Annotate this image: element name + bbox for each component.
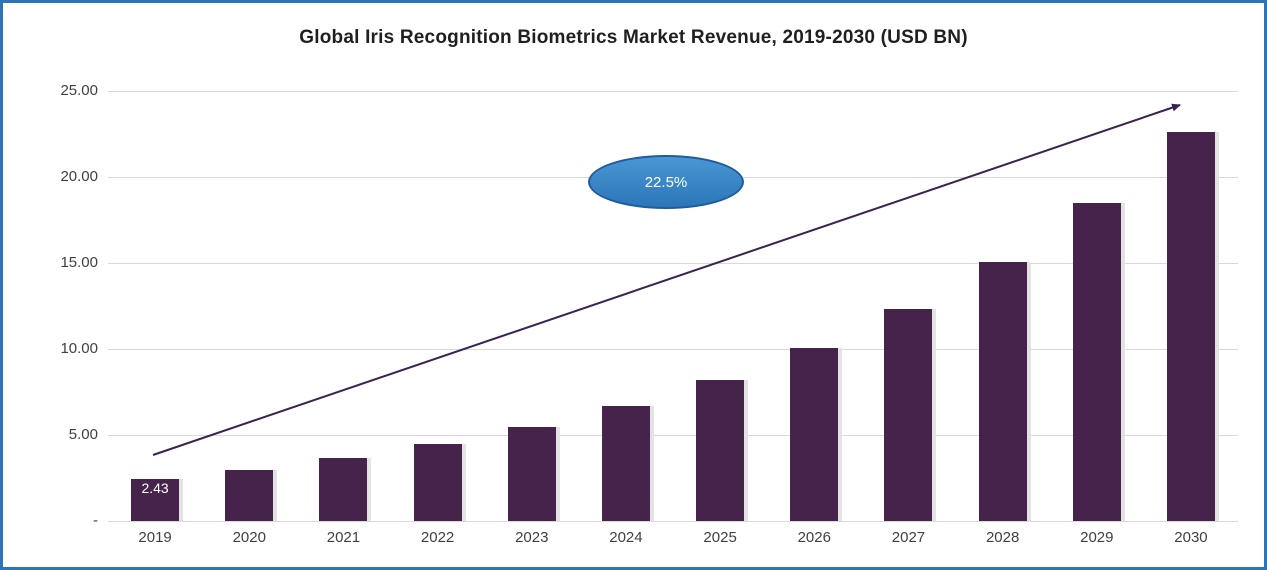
bar-slot [391,91,485,521]
bar-2030 [1166,131,1215,521]
bar-slot: 2.43 [108,91,202,521]
bar-2025 [696,379,745,521]
x-tick-label: 2027 [891,529,926,546]
bar-2021 [319,458,368,521]
bar-2026 [790,348,839,521]
x-tick-label: 2020 [232,529,266,546]
x-tick-label: 2030 [1174,529,1208,546]
bar-2019: 2.43 [131,479,180,521]
bar-2023 [507,426,556,521]
x-tick-label: 2023 [515,529,549,546]
bar-2028 [978,261,1027,521]
y-tick-label: 20.00 [60,168,98,185]
bar-slot [767,91,861,521]
bar-value-label: 2.43 [141,480,169,497]
cagr-ellipse: 22.5% [588,155,744,209]
y-tick-label: 10.00 [60,340,98,357]
y-tick-label: 5.00 [68,426,98,443]
cagr-label: 22.5% [644,173,688,191]
y-axis: 25.00 20.00 15.00 10.00 5.00 - [21,82,98,529]
bar-2020 [225,469,274,521]
x-tick-label: 2021 [326,529,361,546]
bar-slot [485,91,579,521]
bar-slot [1050,91,1144,521]
x-tick-label: 2026 [797,529,831,546]
bar-slot [296,91,390,521]
bar-slot [1144,91,1238,521]
y-tick-label: 15.00 [60,254,98,271]
plot-area: 2.43 [108,91,1238,522]
bar-2024 [601,405,650,521]
x-tick-label: 2025 [703,529,737,546]
x-tick-label: 2029 [1080,529,1114,546]
bar-slot [861,91,955,521]
gridline [108,91,1238,92]
bar-2029 [1072,203,1121,521]
x-axis: 2019 2020 2021 2022 2023 2024 2025 2026 2027 2028… [108,529,1238,546]
x-tick-label: 2024 [609,529,643,546]
bar-2027 [884,309,933,521]
x-tick-label: 2019 [138,529,172,546]
bar-slot [202,91,296,521]
x-tick-label: 2022 [420,529,455,546]
y-tick-label: 25.00 [60,82,98,99]
gridline [108,521,1238,522]
bar-2022 [413,444,462,521]
bar-slot [956,91,1050,521]
y-tick-label: - [93,512,98,529]
chart-title: Global Iris Recognition Biometrics Marke… [299,27,968,48]
x-tick-label: 2028 [985,529,1020,546]
